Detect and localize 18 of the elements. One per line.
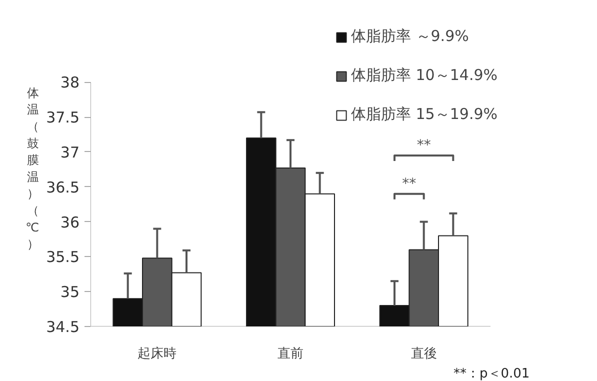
y-tick-label: 38 (60, 74, 80, 92)
y-tick-label: 36 (60, 213, 80, 232)
x-tick-label: 起床時 (138, 346, 177, 362)
annotation: ** (402, 176, 416, 192)
annotation: ** (416, 137, 431, 154)
text: **：p＜0.01 (454, 366, 530, 381)
legend-label: 体脂肪率 10～14.9% (351, 66, 499, 85)
y-tick-label: 34.5 (46, 318, 80, 336)
x-tick-label: 直前 (278, 346, 304, 362)
y-tick-label: 37.5 (46, 108, 80, 127)
y-tick-label: 35.5 (46, 248, 80, 266)
x-tick-label: 直後 (410, 346, 437, 362)
legend-label: 体脂肪率 15～19.9% (351, 105, 499, 124)
text: 体温（鼓膜温）（℃） (26, 86, 40, 252)
legend-label: 体脂肪率 ～9.9% (351, 27, 470, 46)
y-tick-label: 36.5 (46, 178, 80, 196)
y-tick-label: 37 (60, 143, 80, 162)
y-tick-label: 35 (60, 283, 80, 302)
